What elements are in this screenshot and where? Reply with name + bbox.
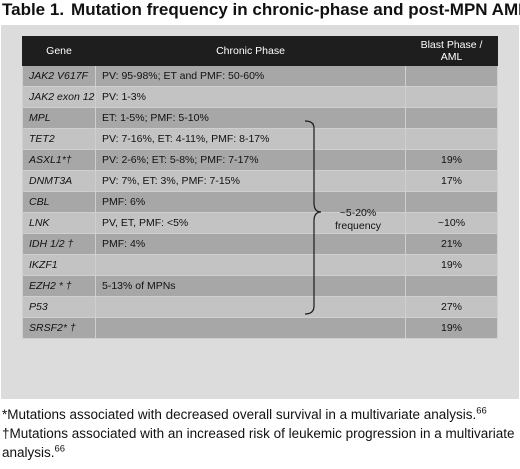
mutation-table: Gene Chronic Phase Blast Phase / AML JAK… (22, 36, 498, 339)
chronic-phase-cell: ET: 1-5%; PMF: 5-10% (95, 107, 406, 129)
table-row: JAK2 exon 12 PV: 1-3% (22, 86, 498, 108)
chronic-phase-cell: PV, ET, PMF: <5% (95, 212, 406, 234)
blast-phase-cell: 19% (405, 317, 498, 339)
footnotes: *Mutations associated with decreased ove… (2, 405, 518, 462)
gene-cell: EZH2 * † (22, 275, 96, 297)
gene-cell: P53 (22, 296, 96, 318)
gene-cell: JAK2 V617F (22, 65, 96, 87)
header-chronic-phase: Chronic Phase (95, 36, 406, 66)
table-row: MPL ET: 1-5%; PMF: 5-10% (22, 107, 498, 129)
header-gene: Gene (22, 36, 96, 66)
chronic-phase-cell: PMF: 4% (95, 233, 406, 255)
footnote-survival: *Mutations associated with decreased ove… (2, 405, 487, 422)
table-row: IDH 1/2 † PMF: 4% 21% (22, 233, 498, 255)
gene-cell: TET2 (22, 128, 96, 150)
blast-phase-cell: 21% (405, 233, 498, 255)
table-title: Table 1. Mutation frequency in chronic-ph… (2, 0, 520, 20)
header-blast-phase: Blast Phase / AML (405, 36, 498, 66)
chronic-phase-cell: PV: 7-16%, ET: 4-11%, PMF: 8-17% (95, 128, 406, 150)
table-caption: Mutation frequency in chronic-phase and … (71, 0, 520, 19)
table-row: SRSF2* † 19% (22, 317, 498, 339)
table-row: DNMT3A PV: 7%, ET: 3%, PMF: 7-15% 17% (22, 170, 498, 192)
table-row: P53 27% (22, 296, 498, 318)
chronic-phase-cell: PV: 95-98%; ET and PMF: 50-60% (95, 65, 406, 87)
blast-phase-cell (405, 128, 498, 150)
table-row: CBL PMF: 6% (22, 191, 498, 213)
blast-phase-cell: 19% (405, 149, 498, 171)
chronic-phase-cell (95, 296, 406, 318)
blast-phase-cell: ~10% (405, 212, 498, 234)
gene-cell: CBL (22, 191, 96, 213)
table-row: JAK2 V617F PV: 95-98%; ET and PMF: 50-60% (22, 65, 498, 87)
blast-phase-cell: 27% (405, 296, 498, 318)
chronic-phase-cell: PV: 2-6%; ET: 5-8%; PMF: 7-17% (95, 149, 406, 171)
gene-cell: ASXL1*† (22, 149, 96, 171)
chronic-phase-cell (95, 317, 406, 339)
blast-phase-cell: 19% (405, 254, 498, 276)
blast-phase-cell (405, 107, 498, 129)
blast-phase-cell (405, 275, 498, 297)
table-row: LNK PV, ET, PMF: <5% ~10% (22, 212, 498, 234)
table-row: EZH2 * † 5-13% of MPNs (22, 275, 498, 297)
frequency-bracket-label: ~5-20% frequency (334, 207, 382, 232)
gene-cell: DNMT3A (22, 170, 96, 192)
table-row: IKZF1 19% (22, 254, 498, 276)
header-row: Gene Chronic Phase Blast Phase / AML (22, 36, 498, 66)
blast-phase-cell (405, 65, 498, 87)
table-row: ASXL1*† PV: 2-6%; ET: 5-8%; PMF: 7-17% 19% (22, 149, 498, 171)
gene-cell: MPL (22, 107, 96, 129)
table-row: TET2 PV: 7-16%, ET: 4-11%, PMF: 8-17% (22, 128, 498, 150)
chronic-phase-cell: PV: 7%, ET: 3%, PMF: 7-15% (95, 170, 406, 192)
chronic-phase-cell: PV: 1-3% (95, 86, 406, 108)
chronic-phase-cell (95, 254, 406, 276)
gene-cell: SRSF2* † (22, 317, 96, 339)
blast-phase-cell (405, 86, 498, 108)
gene-cell: IKZF1 (22, 254, 96, 276)
chronic-phase-cell: 5-13% of MPNs (95, 275, 406, 297)
table-number: Table 1. (2, 0, 65, 19)
gene-cell: JAK2 exon 12 (22, 86, 96, 108)
gene-cell: IDH 1/2 † (22, 233, 96, 255)
gene-cell: LNK (22, 212, 96, 234)
blast-phase-cell (405, 191, 498, 213)
blast-phase-cell: 17% (405, 170, 498, 192)
footnote-progression: †Mutations associated with an increased … (2, 426, 515, 460)
